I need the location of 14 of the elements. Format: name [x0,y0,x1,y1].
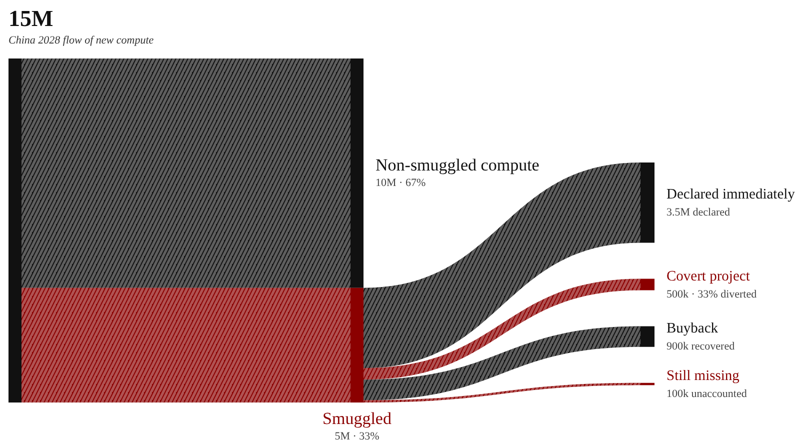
category-label: Still missing [666,368,740,384]
data-label: 900k recovered [666,340,736,353]
text: China 2028 flow of new compute [8,34,154,46]
category-label: Declared immediately [666,186,796,203]
data-label: 500k · 33% diverted [666,288,758,300]
data-label: 5M · 33% [334,430,380,442]
category-label: Buyback [666,320,719,337]
data-label: 10M · 67% [376,177,426,190]
data-label: 100k unaccounted [666,388,748,400]
text: 15M [8,6,54,31]
category-label: Non-smuggled compute [376,156,540,175]
category-label: Covert project [666,268,750,284]
category-label: Smuggled [322,409,392,428]
data-label: 3.5M declared [666,206,731,219]
